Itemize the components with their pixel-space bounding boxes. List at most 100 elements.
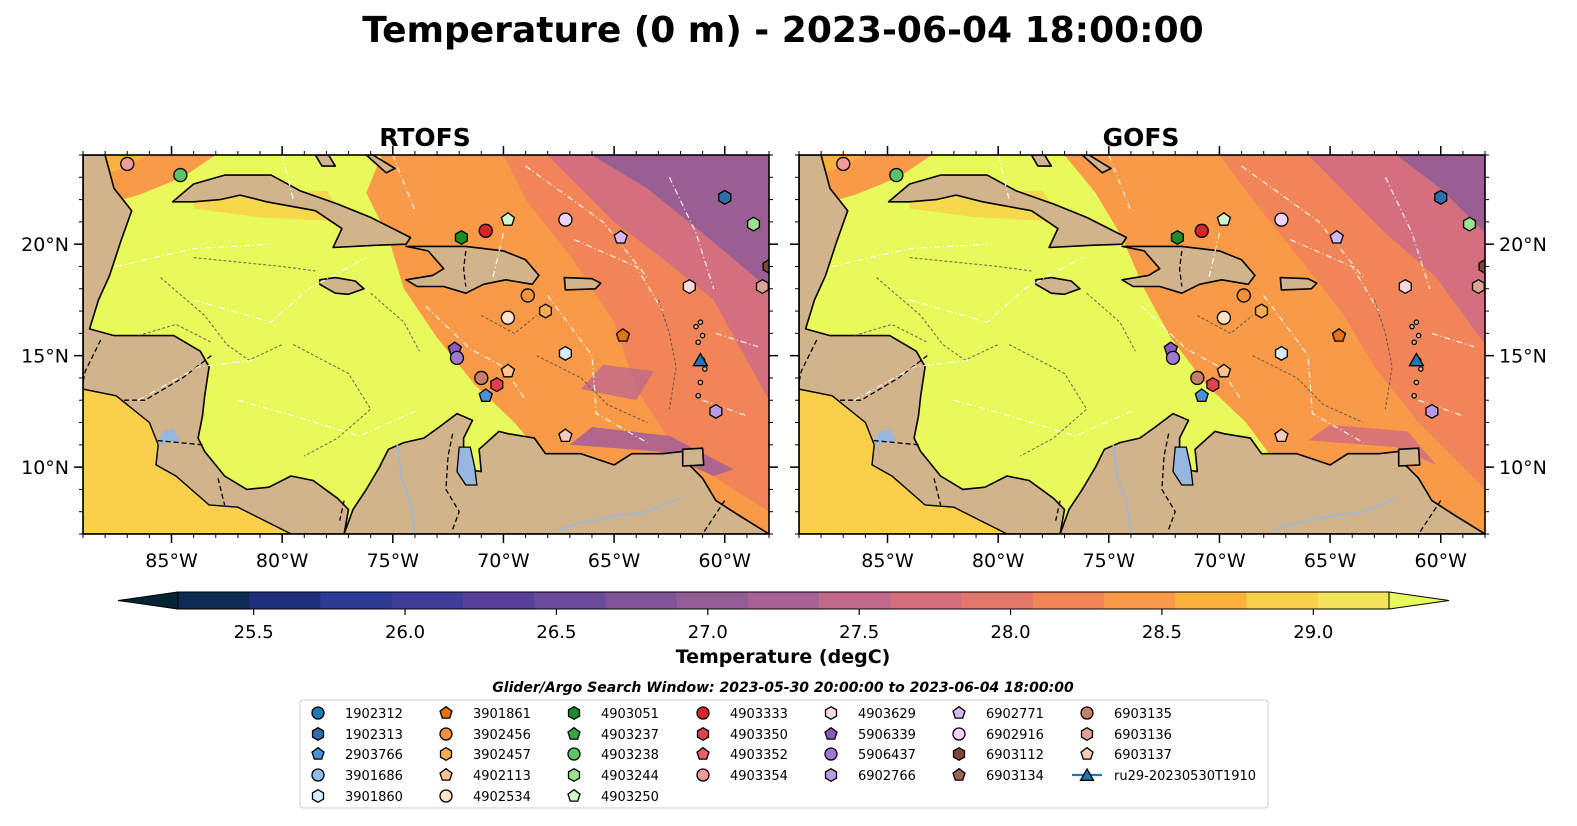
colorbar-bin [961,592,1034,609]
legend-item-4903629: 4903629 [824,705,916,722]
country-border [702,500,726,534]
platform-marker-6902916 [558,212,573,227]
platform-marker-4903051 [1170,229,1184,246]
legend-label: 4903333 [730,707,788,722]
lat-tick-label: 10°N [21,457,69,479]
eez-boundary [832,243,988,268]
platform-marker-4903333 [1194,223,1209,238]
bathymetry-contour [1086,292,1136,352]
land-jamaica [1035,276,1081,296]
legend-item-4903244: 4903244 [567,767,659,784]
platform-marker-4903051 [454,229,468,246]
platform-marker-6903136 [755,278,769,295]
platform-marker-4903250 [500,211,516,226]
colorbar-tick-label: 28.0 [991,622,1031,643]
sst-27.0-region [1396,155,1485,233]
river [1274,497,1397,531]
legend-item-6903112: 6903112 [952,746,1044,763]
land-hispaniola [1121,245,1256,295]
platform-marker-2903766 [1194,388,1209,402]
legend-marker-hexagon [567,705,581,721]
legend-marker-pentagon [952,767,966,781]
colorbar-frame [177,591,1390,610]
platform-marker-4903350 [490,377,504,393]
colorbar-bin [676,592,749,609]
platform-marker-4902534 [1216,310,1232,325]
island [1415,332,1422,339]
legend-item-4903237: 4903237 [567,726,659,743]
island [695,339,701,346]
sst-27.0-region [592,155,769,289]
legend-marker-triangle-line [1079,767,1095,781]
platform-marker-4902534 [500,310,516,325]
pacific-ocean [799,388,1008,534]
legend-label: 6903135 [1114,707,1172,722]
bathymetry-contour [1197,315,1253,335]
colorbar-bin [178,592,250,609]
legend-marker-circle [696,706,710,720]
legend-label: 4903051 [601,707,659,722]
land-bahamas2 [1081,155,1112,174]
legend-marker-pentagon [311,746,325,760]
land-hispaniola [405,245,540,295]
river [558,497,681,531]
legend-label: 4903354 [730,769,788,784]
legend-label: 4903238 [601,748,659,763]
platform-marker-4903350 [1206,377,1220,393]
eez-boundary [1418,399,1464,417]
legend-marker-pentagon [824,726,838,740]
lon-tick-label: 85°W [861,550,914,572]
bathymetry-contour [909,257,1032,272]
land-bahamas2 [365,155,396,174]
eez-boundary [1207,232,1221,280]
search-window-caption: Glider/Argo Search Window: 2023-05-30 20… [492,680,1074,696]
country-border [445,433,460,530]
platform-marker-1902313 [1434,189,1448,205]
colorbar-bin [1175,592,1248,609]
bathymetry-contour [193,257,316,272]
legend-item-1902313: 1902313 [311,726,403,743]
bathymetry-contour [657,299,677,410]
eez-boundary [116,243,272,268]
country-border [1418,500,1442,534]
land-bahamas [314,155,337,167]
platform-marker-3901861 [1331,327,1347,342]
platform-marker-ru29-20230530T1910 [692,352,709,367]
platform-marker-4903354 [120,156,135,172]
platform-marker-4902113 [1216,363,1232,378]
legend-item-4903333: 4903333 [696,706,788,722]
platform-marker-6903112 [1478,258,1485,275]
legend-item-6902916: 6902916 [952,727,1044,743]
colorbar-tick-label: 29.0 [1293,622,1333,643]
legend-item-4903354: 4903354 [696,768,788,784]
legend-marker-circle [696,768,710,782]
eez-boundary [715,332,759,348]
river [396,444,416,534]
lon-tick-label: 75°W [367,550,420,572]
platform-marker-3901861 [615,327,631,342]
legend-marker-circle [1080,706,1094,720]
colorbar-bin [391,592,464,609]
lat-tick-label: 15°N [1499,346,1547,368]
axis-ticks-rtofs: 85°W 80°W 75°W 70°W 65°W 60°W 20°N 15°N 10°N [21,146,778,572]
platform-marker-5906437 [449,350,465,366]
eez-boundary [1384,177,1431,289]
platform-marker-6903136 [1471,278,1485,295]
lon-tick-label: 65°W [588,550,641,572]
eez-boundary [574,239,664,312]
country-border [339,500,345,521]
legend-marker-circle [952,727,966,741]
eez-boundary [491,232,505,280]
land-cuba [171,174,412,249]
platform-marker-3902457 [1254,303,1269,319]
legend-item-3901686: 3901686 [311,768,403,784]
map-area-rtofs [82,154,770,535]
legend-marker-pentagon [952,705,966,719]
legend-label: 4902534 [473,790,531,805]
legend-item-1902312: 1902312 [311,706,403,722]
legend-label: ru29-20230530T1910 [1114,769,1256,784]
legend-marker-hexagon [824,767,838,783]
platform-marker-4903333 [478,223,493,238]
figure-title: Temperature (0 m) - 2023-06-04 18:00:00 [362,10,1203,51]
eez-boundary [1431,332,1475,348]
